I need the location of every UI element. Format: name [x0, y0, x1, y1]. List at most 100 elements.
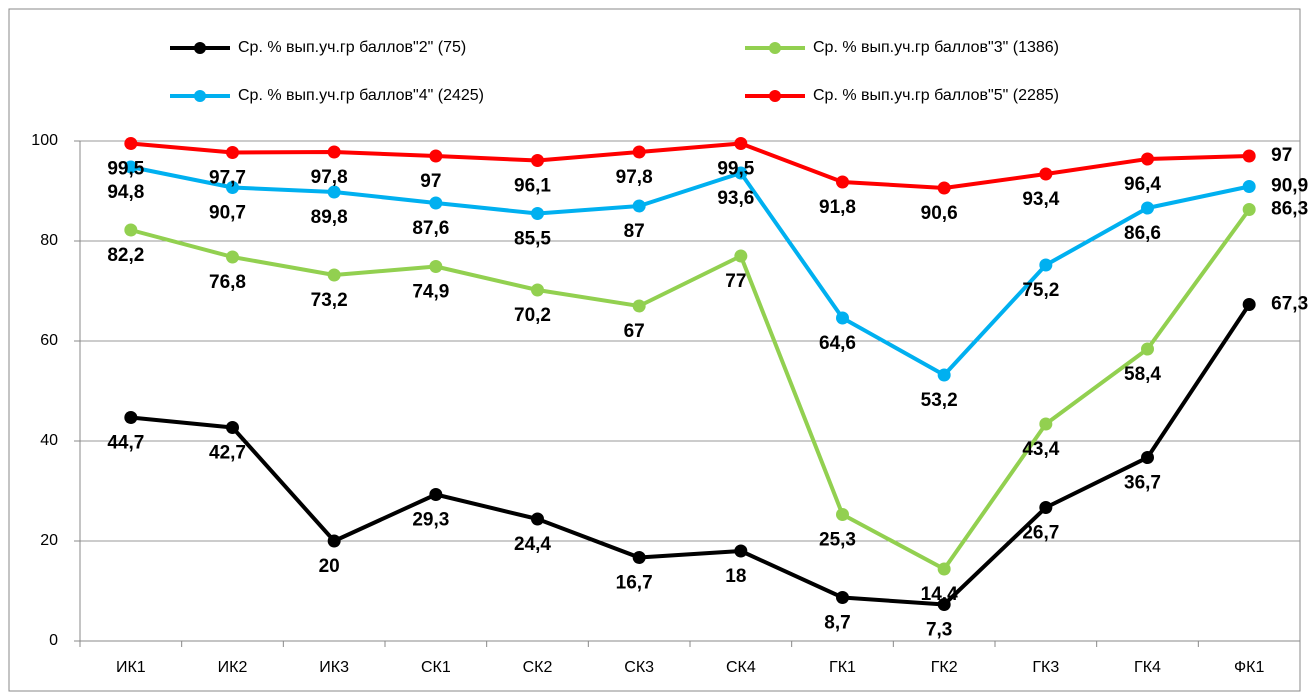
point — [1242, 203, 1256, 216]
data-label: 85,5 — [514, 229, 551, 250]
point — [124, 137, 138, 150]
data-label: 75,2 — [1022, 280, 1059, 301]
x-tick-label: ФК1 — [1234, 659, 1264, 676]
point — [124, 411, 138, 424]
x-tick-label: ГК2 — [931, 659, 958, 676]
point — [327, 534, 341, 548]
data-label: 73,2 — [311, 290, 348, 311]
point — [1242, 180, 1256, 193]
data-label: 87,6 — [412, 218, 449, 239]
data-label: 93,6 — [717, 188, 754, 209]
data-label: 26,7 — [1022, 523, 1059, 544]
legend-marker — [769, 42, 781, 54]
series-line — [130, 303, 1251, 607]
x-tick-label: СК3 — [624, 659, 654, 676]
data-label: 89,8 — [311, 207, 348, 228]
data-label: 24,4 — [514, 534, 551, 555]
point — [1242, 149, 1256, 163]
data-label: 96,1 — [514, 176, 551, 197]
data-label: 93,4 — [1022, 189, 1059, 210]
x-tick-label: СК2 — [523, 659, 553, 676]
data-label: 7,3 — [926, 620, 952, 641]
data-label: 82,2 — [107, 245, 144, 266]
data-label: 25,3 — [819, 530, 856, 551]
data-label: 74,9 — [412, 282, 449, 303]
x-tick-label: ГК4 — [1134, 659, 1161, 676]
legend-marker — [194, 90, 206, 102]
data-label: 44,7 — [107, 433, 144, 454]
legend-label: Ср. % вып.уч.гр баллов"5" (2285) — [813, 87, 1059, 104]
data-label: 97,7 — [209, 168, 246, 189]
point — [632, 299, 646, 313]
point — [632, 551, 646, 564]
data-label: 76,8 — [209, 272, 246, 293]
y-tick-label: 40 — [40, 432, 58, 449]
point — [226, 421, 239, 434]
data-label: 77 — [725, 271, 746, 292]
data-label: 67,3 — [1271, 294, 1308, 315]
data-label: 20 — [319, 556, 340, 577]
point — [327, 268, 341, 282]
point — [734, 137, 748, 150]
data-label: 36,7 — [1124, 473, 1161, 494]
data-label: 91,8 — [819, 197, 856, 218]
point — [1039, 167, 1053, 181]
point — [1141, 152, 1154, 166]
point — [1039, 501, 1053, 514]
data-label: 58,4 — [1124, 364, 1161, 385]
point — [327, 145, 341, 159]
point — [937, 598, 951, 611]
point — [124, 223, 138, 237]
x-tick-label: ИК3 — [319, 659, 349, 676]
y-tick-label: 20 — [40, 532, 58, 549]
data-label: 16,7 — [616, 573, 653, 594]
data-label: 18 — [725, 566, 746, 587]
point — [632, 199, 646, 213]
x-tick-label: СК4 — [726, 659, 756, 676]
point — [937, 368, 951, 382]
point — [226, 146, 239, 159]
legend-label: Ср. % вып.уч.гр баллов"3" (1386) — [813, 39, 1059, 56]
data-label: 87 — [624, 221, 645, 242]
point — [226, 250, 239, 264]
point — [1141, 451, 1154, 464]
data-label: 53,2 — [921, 390, 958, 411]
x-tick-label: СК1 — [421, 659, 451, 676]
legend-marker — [194, 42, 206, 54]
point — [226, 181, 239, 194]
point — [531, 283, 544, 297]
data-label: 96,4 — [1124, 174, 1161, 195]
point — [429, 149, 443, 163]
data-label: 86,3 — [1271, 199, 1308, 220]
series-line — [130, 141, 1250, 190]
data-label: 86,6 — [1124, 223, 1161, 244]
x-tick-label: ИК2 — [218, 659, 248, 676]
x-tick-label: ГК1 — [829, 659, 856, 676]
point — [937, 562, 951, 576]
x-tick-label: ГК3 — [1032, 659, 1059, 676]
legend-marker — [769, 90, 781, 102]
data-label: 70,2 — [514, 305, 551, 326]
chart-border — [8, 8, 1301, 692]
y-tick-label: 0 — [49, 632, 58, 649]
data-label: 90,7 — [209, 203, 246, 224]
point — [531, 207, 544, 220]
point — [1141, 201, 1154, 215]
point — [836, 591, 849, 604]
data-label: 99,5 — [107, 159, 144, 180]
point — [1242, 298, 1256, 311]
point — [531, 512, 544, 526]
point — [632, 145, 646, 159]
data-label: 43,4 — [1022, 439, 1059, 460]
point — [836, 175, 849, 189]
point — [429, 488, 443, 501]
y-tick-label: 80 — [40, 232, 58, 249]
data-label: 97,8 — [311, 167, 348, 188]
point — [1039, 258, 1053, 272]
data-label: 8,7 — [824, 613, 850, 634]
point — [124, 160, 138, 174]
point — [1039, 417, 1053, 431]
y-tick-label: 100 — [31, 132, 58, 149]
data-label: 67 — [624, 321, 645, 342]
x-tick-label: ИК1 — [116, 659, 146, 676]
